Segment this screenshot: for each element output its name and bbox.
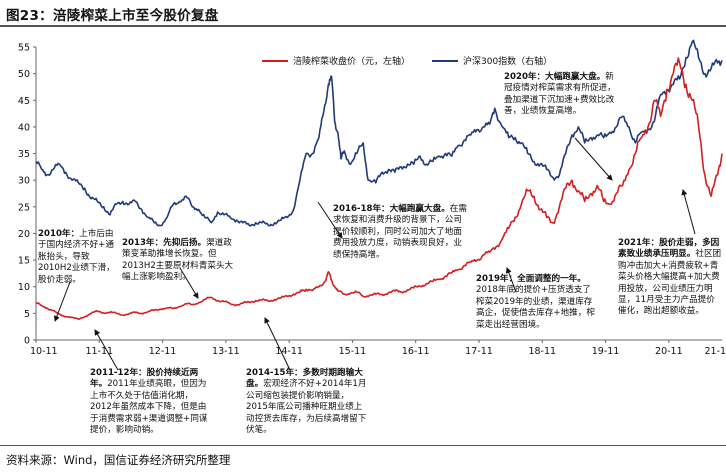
annotation-2021: 2021年：股价走弱，多因素致业绩承压明显。社区团购冲击加大+消费疲软+青菜头价…	[618, 238, 722, 318]
annotation-2020-heading: 2020年：大幅跑赢大盘。	[504, 72, 606, 82]
x-tick-label: 14-11	[275, 346, 303, 357]
annotation-arrow	[179, 267, 199, 299]
annotation-2019-heading: 2019年：全面调整的一年。	[476, 274, 586, 284]
x-tick-label: 10-11	[30, 346, 58, 357]
bottom-rule	[0, 445, 726, 446]
x-tick-label: 13-11	[212, 346, 240, 357]
annotation-2013-text: 渠道政策变革助推增长恢复。但2013H2主要原材料青菜头大幅上涨影响盈利。	[122, 238, 234, 283]
annotation-2019-text: 2018年底的提价+压货透支了榨菜2019年的业绩，渠道库存高企，促使借去库存+…	[476, 285, 595, 330]
y-tick-label: 15	[18, 256, 30, 267]
legend-label-index: 沪深300指数（右轴）	[463, 57, 553, 67]
source-note: 资料来源：Wind，国信证券经济研究所整理	[6, 453, 231, 467]
y-tick-label: 0	[24, 336, 30, 347]
x-axis-ticks: 10-11 11-11 12-11 13-11 14-11 15-11 16-11 17-11…	[30, 340, 726, 357]
annotation-arrow	[94, 329, 119, 371]
annotation-2020-text: 新冠疫情对榨菜需求有所促进，叠加渠道下沉加速+费效比改善，业绩恢复高增。	[504, 72, 616, 117]
annotation-arrow	[317, 201, 343, 239]
x-tick-label: 19-11	[592, 346, 620, 357]
legend-swatch-index	[432, 59, 458, 62]
legend-item-index: 沪深300指数（右轴）	[432, 54, 552, 67]
y-tick-label: 20	[18, 229, 30, 240]
y-tick-label: 40	[18, 122, 30, 133]
annotation-arrows	[53, 137, 696, 371]
y-tick-label: 30	[18, 176, 30, 187]
legend-swatch-stock	[262, 59, 288, 62]
annotation-2010-text: 上市后由于国内经济不好+通胀抬头，导致2010H2业绩下滑，股价走弱。	[38, 229, 115, 285]
y-tick-label: 45	[18, 96, 30, 107]
x-tick-label: 11-11	[85, 346, 113, 357]
y-tick-label: 55	[18, 43, 30, 54]
series-line-index	[35, 39, 723, 227]
annotation-2014: 2014-15年：多数时期跑输大盘。宏观经济不好+2014年1月公司缩包装提价影…	[246, 368, 370, 436]
chart: 0 5 10 15 20 25 30 35 40 45 50 55 10-11 11-11 12-11 13…	[18, 39, 726, 371]
y-axis-ticks: 0 5 10 15 20 25 30 35 40 45 50 55	[18, 43, 36, 347]
annotation-arrow	[53, 281, 71, 322]
annotation-2011: 2011-12年：股价持续近两年。2011年业绩亮眼，但因为上市不久处于估值消化…	[90, 368, 208, 436]
annotation-2013-heading: 2013年：先抑后扬。	[122, 238, 207, 248]
x-tick-label: 12-11	[149, 346, 177, 357]
annotation-arrow	[574, 137, 613, 181]
legend-item-stock: 涪陵榨菜收盘价（元，左轴）	[262, 54, 410, 67]
x-tick-label: 15-11	[339, 346, 367, 357]
y-tick-label: 5	[24, 309, 30, 320]
annotation-arrow	[505, 267, 517, 293]
legend-label-stock: 涪陵榨菜收盘价（元，左轴）	[293, 57, 411, 67]
annotation-2014-text: 宏观经济不好+2014年1月公司缩包装提价影响销量，2015年底公司播种旺期业绩…	[246, 379, 367, 436]
y-tick-label: 35	[18, 149, 30, 160]
figure-title: 图23：涪陵榨菜上市至今股价复盘	[6, 8, 219, 24]
x-tick-label: 20-11	[655, 346, 683, 357]
annotation-2021-text: 社区团购冲击加大+消费疲软+青菜头价格大幅提高+加大费用投放，公司业绩压力明显，…	[618, 249, 722, 317]
annotation-2010-heading: 2010年：	[38, 229, 80, 239]
annotation-2021-heading: 2021年：股价走弱，多因素致业绩承压明显。	[618, 238, 720, 260]
x-tick-label: 18-11	[528, 346, 556, 357]
annotation-2016-heading: 2016-18年：大幅跑赢大盘。	[333, 204, 450, 214]
annotation-2016: 2016-18年：大幅跑赢大盘。在需求恢复和消费升级的背景下，公司提价较顺利，同…	[333, 204, 469, 261]
title-rule	[0, 25, 726, 27]
annotation-2020: 2020年：大幅跑赢大盘。新冠疫情对榨菜需求有所促进，叠加渠道下沉加速+费效比改…	[504, 72, 622, 118]
x-tick-label: 21-11	[705, 346, 726, 357]
annotation-arrow	[681, 189, 696, 235]
y-tick-label: 50	[18, 69, 30, 80]
annotation-2014-heading: 2014-15年：多数时期跑输大盘。	[246, 368, 363, 390]
annotation-2010: 2010年：上市后由于国内经济不好+通胀抬头，导致2010H2业绩下滑，股价走弱…	[38, 229, 116, 286]
annotation-2011-heading: 2011-12年：股价持续近两年。	[90, 368, 199, 390]
annotation-arrow	[264, 317, 291, 371]
y-tick-label: 25	[18, 202, 30, 213]
series-line-stock	[35, 57, 723, 320]
x-tick-label: 16-11	[402, 346, 430, 357]
annotation-2019: 2019年：全面调整的一年。2018年底的提价+压货透支了榨菜2019年的业绩，…	[476, 274, 596, 331]
series-lines	[35, 39, 723, 320]
x-tick-label: 17-11	[465, 346, 493, 357]
y-tick-label: 10	[18, 282, 30, 293]
annotation-2013: 2013年：先抑后扬。渠道政策变革助推增长恢复。但2013H2主要原材料青菜头大…	[122, 238, 234, 284]
annotation-2011-text: 2011年业绩亮眼，但因为上市不久处于估值消化期，2012年虽然成本下降，但是由…	[90, 379, 208, 436]
annotation-2016-text: 在需求恢复和消费升级的背景下，公司提价较顺利，同时公司加大了地面费用投放力度，动…	[333, 204, 467, 260]
